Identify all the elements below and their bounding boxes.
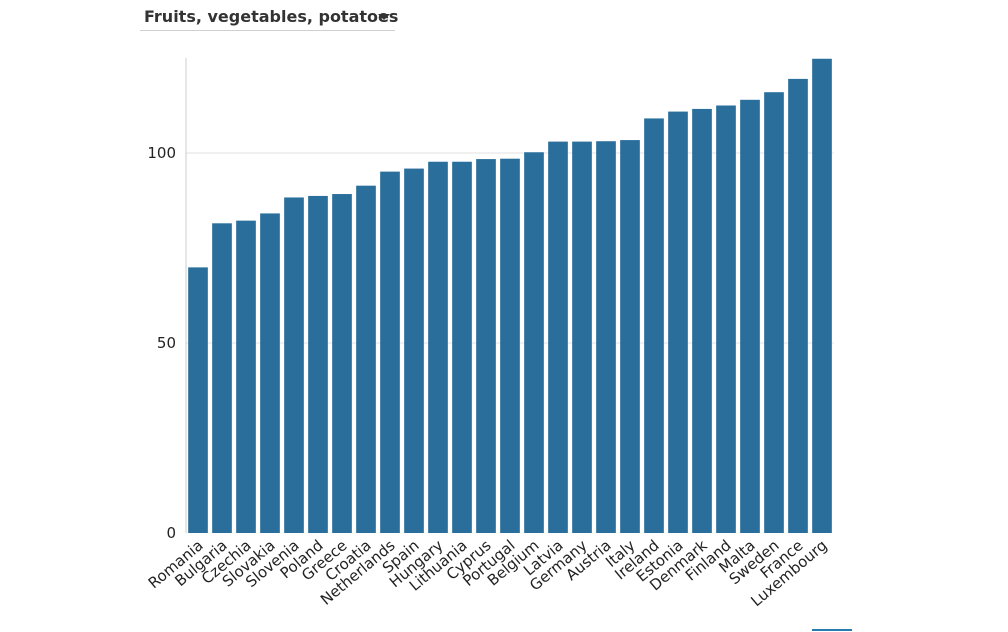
category-dropdown[interactable]: Fruits, vegetables, potatoes [140,2,399,31]
bar-estonia[interactable] [668,111,688,533]
bar-luxembourg[interactable] [812,58,832,533]
footer-accent-mark [812,629,852,631]
bar-lithuania[interactable] [452,161,472,534]
bar-austria[interactable] [596,141,616,533]
bar-germany[interactable] [572,141,592,533]
bar-slovakia[interactable] [260,213,280,534]
bar-romania[interactable] [188,267,208,533]
bar-belgium[interactable] [524,152,544,534]
bar-spain[interactable] [404,168,424,533]
bar-slovenia[interactable] [284,197,304,533]
bar-denmark[interactable] [692,108,712,534]
bar-cyprus[interactable] [476,159,496,533]
y-tick-label: 50 [157,334,176,352]
y-tick-label: 0 [166,524,176,542]
bar-sweden[interactable] [764,92,784,533]
bar-hungary[interactable] [428,161,448,534]
y-tick-label: 100 [147,144,176,162]
bars [188,58,832,534]
bar-greece[interactable] [332,194,352,534]
bar-france[interactable] [788,78,808,534]
category-dropdown-label: Fruits, vegetables, potatoes [144,7,399,26]
bar-italy[interactable] [620,140,640,533]
y-axis-ticks: 0 50 100 [147,144,176,542]
bar-poland[interactable] [308,195,328,533]
bar-ireland[interactable] [644,118,664,534]
bar-latvia[interactable] [548,141,568,533]
bar-netherlands[interactable] [380,171,400,533]
chevron-down-icon[interactable] [378,14,390,20]
bar-finland[interactable] [716,105,736,534]
bar-czechia[interactable] [236,220,256,533]
x-axis-labels: RomaniaBulgariaCzechiaSlovakiaSloveniaPo… [145,536,831,610]
bar-portugal[interactable] [500,158,520,533]
bar-bulgaria[interactable] [212,223,232,534]
bar-croatia[interactable] [356,185,376,533]
bar-malta[interactable] [740,99,760,534]
